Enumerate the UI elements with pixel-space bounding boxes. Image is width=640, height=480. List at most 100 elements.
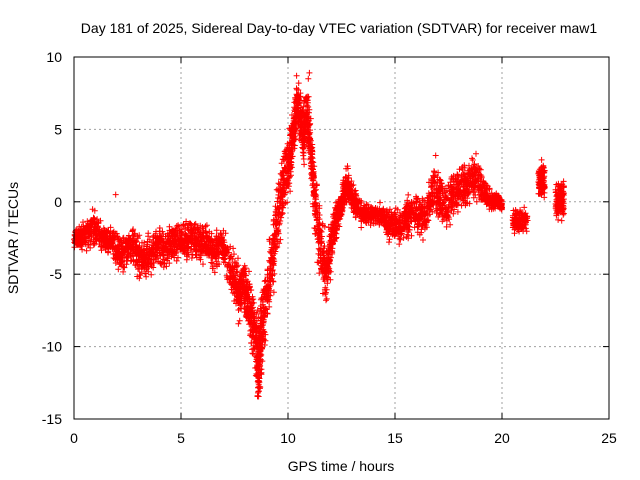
data-point — [196, 254, 203, 261]
data-point — [94, 216, 101, 223]
data-point — [169, 251, 176, 258]
data-point — [197, 251, 204, 258]
data-point — [130, 232, 137, 239]
data-point — [145, 254, 152, 261]
data-point — [144, 238, 151, 245]
data-point — [136, 244, 143, 251]
data-point — [87, 244, 94, 251]
data-point — [164, 255, 171, 262]
data-point — [83, 247, 90, 254]
x-tick-label: 15 — [387, 430, 403, 446]
data-point — [107, 224, 114, 231]
data-point — [136, 272, 143, 278]
data-point — [191, 221, 198, 228]
data-point — [87, 238, 94, 245]
data-point — [181, 247, 187, 254]
data-point — [199, 224, 206, 230]
data-point — [164, 233, 171, 240]
data-point — [139, 239, 145, 246]
data-point — [97, 217, 104, 224]
data-point — [78, 230, 85, 237]
data-point — [90, 242, 97, 248]
data-point — [85, 233, 92, 240]
y-tick-label: 10 — [46, 49, 62, 65]
data-point — [97, 233, 104, 239]
data-point — [166, 223, 173, 230]
data-point — [169, 226, 175, 233]
data-point — [145, 230, 152, 237]
data-point — [131, 237, 138, 244]
data-point — [152, 253, 159, 260]
data-point — [129, 252, 136, 259]
data-point — [180, 221, 187, 228]
data-point — [110, 229, 116, 236]
data-point — [84, 228, 90, 235]
data-point — [103, 234, 110, 241]
data-point — [130, 226, 137, 233]
data-point — [157, 252, 163, 259]
data-point — [112, 260, 119, 266]
data-point — [77, 226, 84, 233]
data-point — [137, 253, 144, 260]
data-point — [194, 225, 201, 232]
y-tick-label: 5 — [54, 121, 62, 137]
data-point — [79, 246, 86, 253]
data-point — [119, 258, 126, 265]
data-point — [110, 228, 117, 235]
data-point — [154, 234, 161, 241]
data-point — [155, 244, 162, 251]
y-tick-label: -5 — [50, 266, 63, 282]
data-point — [183, 256, 190, 263]
data-point — [91, 226, 98, 233]
data-point — [84, 222, 91, 229]
data-point — [193, 235, 200, 242]
data-point — [121, 264, 128, 271]
data-point — [104, 238, 111, 245]
data-point — [155, 258, 162, 265]
chart-title: Day 181 of 2025, Sidereal Day-to-day VTE… — [81, 20, 598, 36]
x-tick-label: 0 — [70, 430, 78, 446]
data-point — [93, 220, 100, 227]
data-point — [148, 246, 155, 253]
data-point — [192, 220, 199, 227]
data-point — [136, 232, 143, 239]
data-point — [148, 271, 155, 278]
x-tick-label: 20 — [494, 430, 510, 446]
data-point — [161, 238, 168, 245]
data-point — [196, 241, 203, 248]
data-point — [110, 235, 117, 242]
data-point — [123, 237, 129, 244]
data-point — [156, 225, 163, 231]
y-tick-label: -10 — [42, 339, 62, 355]
data-point — [183, 218, 190, 225]
data-point — [105, 248, 112, 255]
x-tick-label: 5 — [177, 430, 185, 446]
data-point — [130, 256, 137, 263]
data-point — [166, 260, 173, 267]
data-point — [117, 243, 124, 250]
x-tick-label: 10 — [280, 430, 296, 446]
data-point — [115, 266, 122, 273]
data-point — [194, 236, 201, 243]
data-point — [170, 248, 177, 255]
data-point — [149, 242, 156, 249]
data-point — [148, 260, 155, 267]
data-point — [142, 270, 149, 277]
data-point — [131, 231, 138, 238]
data-point — [143, 266, 150, 273]
data-point — [91, 207, 98, 214]
x-tick-label: 25 — [601, 430, 617, 446]
data-point — [151, 260, 157, 266]
data-point — [98, 243, 105, 250]
data-point — [123, 261, 130, 268]
y-tick-label: 0 — [54, 194, 62, 210]
x-axis-label: GPS time / hours — [288, 458, 395, 474]
data-point — [96, 231, 103, 238]
data-point — [109, 244, 116, 251]
y-axis-label: SDTVAR / TECUs — [5, 182, 21, 294]
data-point — [168, 232, 175, 239]
data-point — [143, 273, 150, 280]
data-point — [163, 263, 170, 270]
data-point — [169, 238, 176, 244]
data-point — [116, 238, 123, 245]
